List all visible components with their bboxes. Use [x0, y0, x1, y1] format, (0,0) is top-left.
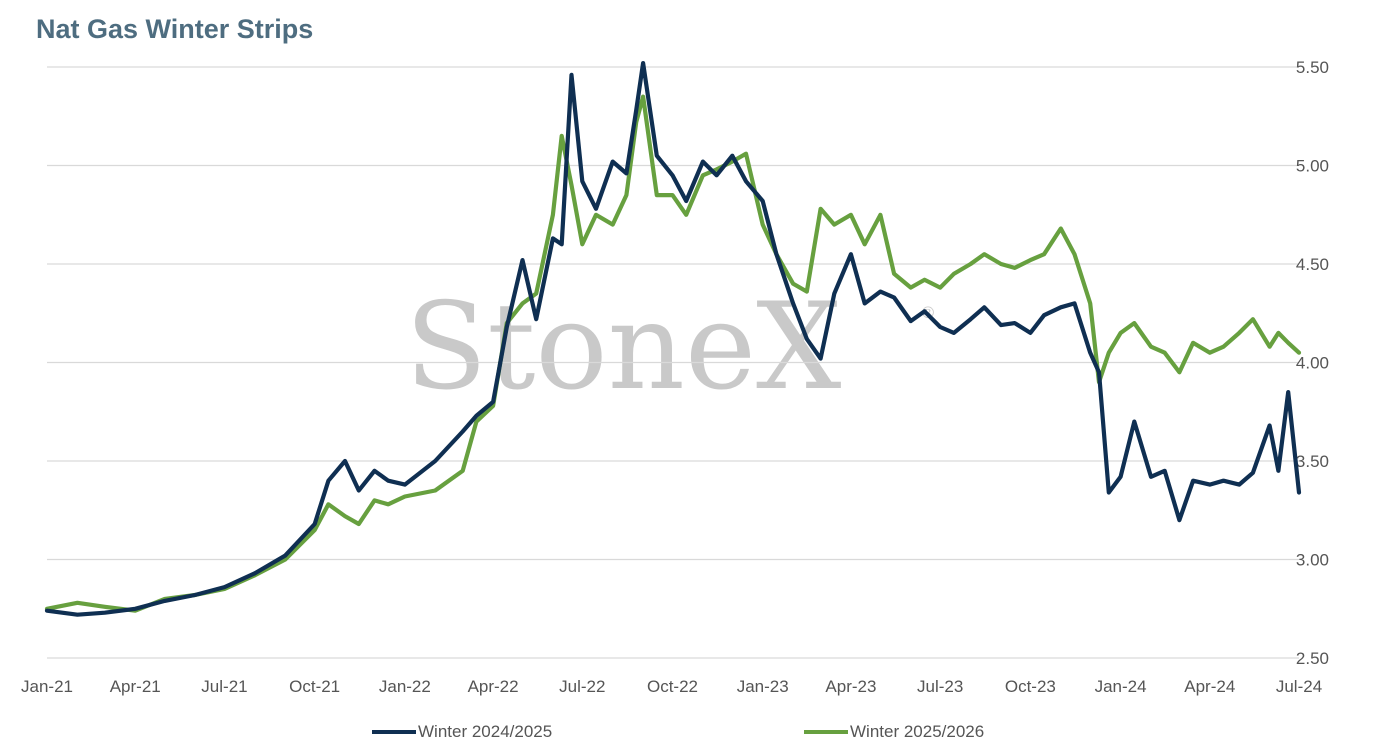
legend-swatch-green: [804, 730, 848, 734]
x-tick-label: Apr-23: [825, 677, 876, 696]
legend-item-winter-2024-2025: Winter 2024/2025: [372, 720, 552, 744]
gridlines: [47, 66, 1299, 659]
x-tick-label: Jan-23: [737, 677, 789, 696]
series-lines: [44, 60, 1302, 617]
chart-title: Nat Gas Winter Strips: [36, 14, 314, 44]
y-axis-labels: 5.50 5.00 4.50 4.00 3.50 3.00 2.50: [1296, 58, 1329, 668]
x-tick-label: Oct-23: [1005, 677, 1056, 696]
x-tick-label: Jan-21: [21, 677, 73, 696]
x-tick-label: Jan-24: [1095, 677, 1147, 696]
legend-label: Winter 2025/2026: [850, 722, 985, 741]
x-tick-label: Jul-23: [917, 677, 963, 696]
x-axis-labels: Jan-21 Apr-21 Jul-21 Oct-21 Jan-22 Apr-22 Jul-…: [21, 677, 1322, 696]
x-tick-label: Oct-22: [647, 677, 698, 696]
y-tick-label: 5.50: [1296, 58, 1329, 77]
x-tick-label: Jan-22: [379, 677, 431, 696]
x-tick-label: Apr-21: [110, 677, 161, 696]
x-tick-label: Jul-21: [201, 677, 247, 696]
legend-item-winter-2025-2026: Winter 2025/2026: [804, 720, 984, 744]
y-tick-label: 2.50: [1296, 649, 1329, 668]
y-tick-label: 3.50: [1296, 452, 1329, 471]
x-tick-label: Jul-24: [1276, 677, 1322, 696]
stonex-watermark: StoneX: [405, 278, 841, 417]
x-tick-label: Jul-22: [559, 677, 605, 696]
y-tick-label: 4.50: [1296, 255, 1329, 274]
x-tick-label: Apr-22: [468, 677, 519, 696]
legend-label: Winter 2024/2025: [418, 722, 553, 741]
series-line-winter-2024-2025: [44, 60, 1302, 617]
y-tick-label: 5.00: [1296, 157, 1329, 176]
legend-swatch-navy: [372, 730, 416, 734]
y-tick-label: 4.00: [1296, 354, 1329, 373]
y-tick-label: 3.00: [1296, 551, 1329, 570]
x-tick-label: Oct-21: [289, 677, 340, 696]
x-tick-label: Apr-24: [1184, 677, 1235, 696]
